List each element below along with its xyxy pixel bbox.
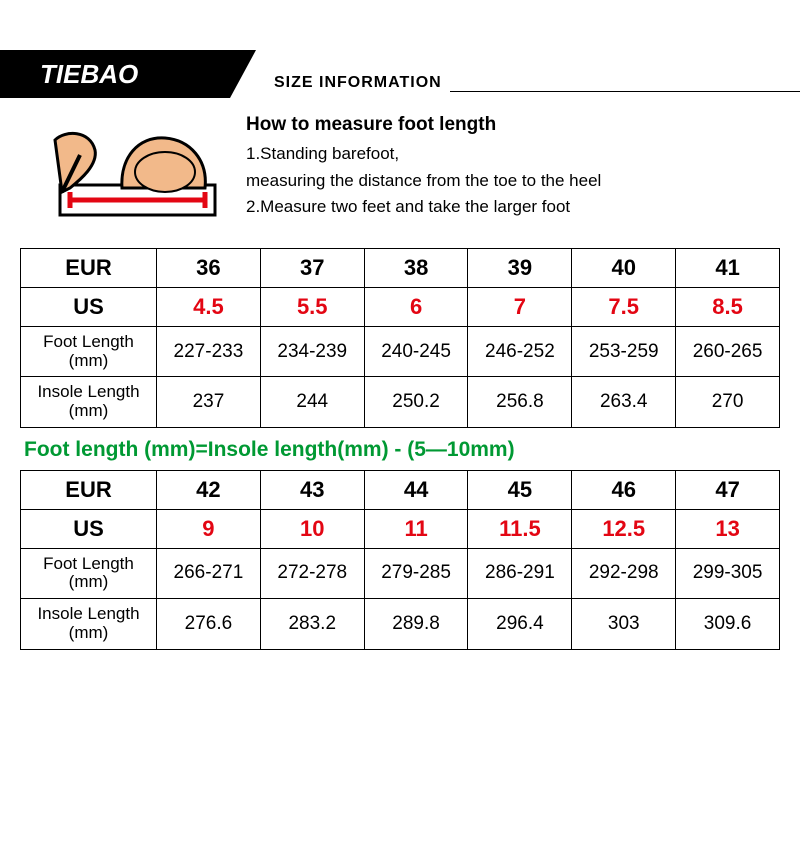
cell: 244 <box>260 377 364 427</box>
cell: 44 <box>364 470 468 509</box>
cell: 299-305 <box>676 548 780 598</box>
cell: 283.2 <box>260 599 364 649</box>
measure-line2: measuring the distance from the toe to t… <box>246 168 601 194</box>
cell: 253-259 <box>572 327 676 377</box>
size-table-1: EUR 36 37 38 39 40 41 US 4.5 5.5 6 7 7.5… <box>20 248 780 428</box>
cell: 9 <box>157 509 261 548</box>
cell: 286-291 <box>468 548 572 598</box>
cell: 36 <box>157 249 261 288</box>
cell: 37 <box>260 249 364 288</box>
cell: 237 <box>157 377 261 427</box>
cell: 10 <box>260 509 364 548</box>
cell: 47 <box>676 470 780 509</box>
measure-title: How to measure foot length <box>246 110 601 139</box>
header-underline <box>450 91 800 92</box>
eur-label: EUR <box>21 470 157 509</box>
header-band: TIEBAO SIZE INFORMATION <box>0 50 800 98</box>
cell: 46 <box>572 470 676 509</box>
cell: 12.5 <box>572 509 676 548</box>
cell: 272-278 <box>260 548 364 598</box>
size-table-2: EUR 42 43 44 45 46 47 US 9 10 11 11.5 12… <box>20 470 780 650</box>
cell: 38 <box>364 249 468 288</box>
insole-length-label: Insole Length(mm) <box>21 377 157 427</box>
table-row: EUR 36 37 38 39 40 41 <box>21 249 780 288</box>
cell: 45 <box>468 470 572 509</box>
foot-measure-icon <box>40 110 230 230</box>
cell: 42 <box>157 470 261 509</box>
cell: 11 <box>364 509 468 548</box>
measure-line1: 1.Standing barefoot, <box>246 141 601 167</box>
cell: 276.6 <box>157 599 261 649</box>
cell: 5.5 <box>260 288 364 327</box>
cell: 7 <box>468 288 572 327</box>
cell: 289.8 <box>364 599 468 649</box>
measure-instructions: How to measure foot length 1.Standing ba… <box>246 110 601 220</box>
cell: 4.5 <box>157 288 261 327</box>
cell: 266-271 <box>157 548 261 598</box>
cell: 43 <box>260 470 364 509</box>
cell: 279-285 <box>364 548 468 598</box>
size-info-label: SIZE INFORMATION <box>274 74 442 98</box>
formula-text: Foot length (mm)=Insole length(mm) - (5—… <box>24 438 800 462</box>
brand-text: TIEBAO <box>40 59 138 90</box>
foot-length-label: Foot Length(mm) <box>21 548 157 598</box>
cell: 256.8 <box>468 377 572 427</box>
cell: 7.5 <box>572 288 676 327</box>
cell: 250.2 <box>364 377 468 427</box>
table-row: Foot Length(mm) 266-271 272-278 279-285 … <box>21 548 780 598</box>
measure-line3: 2.Measure two feet and take the larger f… <box>246 194 601 220</box>
us-label: US <box>21 288 157 327</box>
cell: 6 <box>364 288 468 327</box>
cell: 40 <box>572 249 676 288</box>
measure-section: How to measure foot length 1.Standing ba… <box>0 98 800 240</box>
cell: 41 <box>676 249 780 288</box>
cell: 11.5 <box>468 509 572 548</box>
cell: 260-265 <box>676 327 780 377</box>
cell: 8.5 <box>676 288 780 327</box>
cell: 13 <box>676 509 780 548</box>
table-row: Foot Length(mm) 227-233 234-239 240-245 … <box>21 327 780 377</box>
cell: 270 <box>676 377 780 427</box>
foot-length-label: Foot Length(mm) <box>21 327 157 377</box>
cell: 234-239 <box>260 327 364 377</box>
cell: 309.6 <box>676 599 780 649</box>
eur-label: EUR <box>21 249 157 288</box>
cell: 292-298 <box>572 548 676 598</box>
table-row: Insole Length(mm) 237 244 250.2 256.8 26… <box>21 377 780 427</box>
table-row: Insole Length(mm) 276.6 283.2 289.8 296.… <box>21 599 780 649</box>
cell: 246-252 <box>468 327 572 377</box>
cell: 240-245 <box>364 327 468 377</box>
cell: 303 <box>572 599 676 649</box>
cell: 227-233 <box>157 327 261 377</box>
insole-length-label: Insole Length(mm) <box>21 599 157 649</box>
cell: 263.4 <box>572 377 676 427</box>
cell: 296.4 <box>468 599 572 649</box>
brand-logo: TIEBAO <box>0 50 230 98</box>
table-row: US 9 10 11 11.5 12.5 13 <box>21 509 780 548</box>
table-row: US 4.5 5.5 6 7 7.5 8.5 <box>21 288 780 327</box>
table-row: EUR 42 43 44 45 46 47 <box>21 470 780 509</box>
us-label: US <box>21 509 157 548</box>
cell: 39 <box>468 249 572 288</box>
